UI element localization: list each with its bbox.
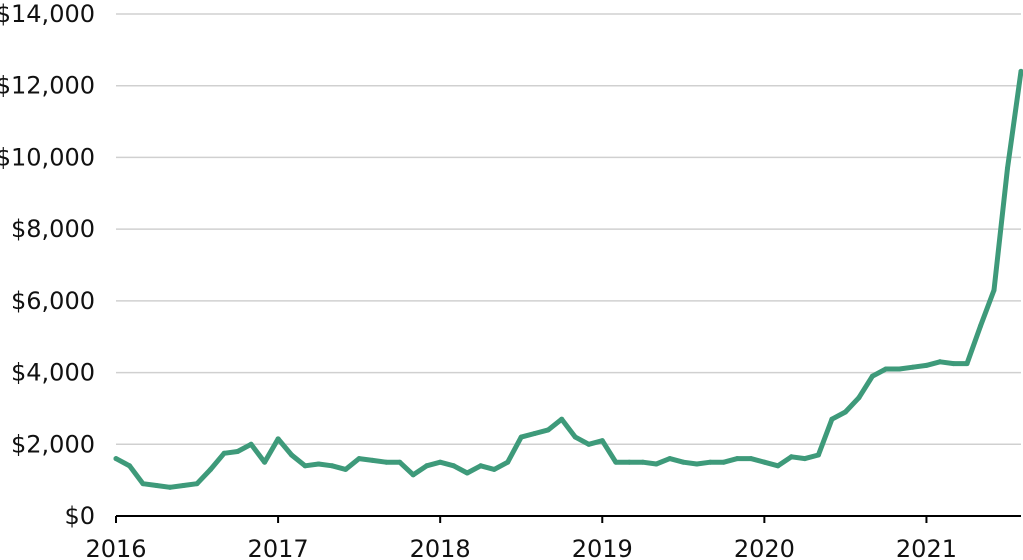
data-point: [343, 466, 349, 472]
data-point: [856, 395, 862, 401]
data-point: [370, 457, 376, 463]
y-tick-label: $6,000: [11, 287, 95, 315]
data-point: [883, 366, 889, 372]
data-point: [167, 484, 173, 490]
data-point: [775, 463, 781, 469]
data-point: [181, 483, 186, 488]
x-tick-label: 2021: [896, 535, 957, 560]
data-point: [464, 470, 470, 476]
data-point: [761, 459, 767, 465]
data-point: [626, 459, 632, 465]
data-point: [383, 459, 389, 465]
data-point: [437, 459, 443, 465]
data-point: [586, 441, 592, 447]
x-axis-ticks: 2016 2017 2018 2019 2020 2021: [85, 516, 957, 560]
data-point: [1005, 165, 1010, 171]
data-point: [397, 459, 403, 465]
data-point: [721, 459, 727, 465]
data-point: [802, 456, 808, 462]
data-point: [194, 481, 200, 487]
y-tick-label: $0: [64, 502, 95, 530]
data-point: [923, 362, 929, 368]
x-tick-label: 2016: [85, 535, 146, 560]
data-point: [1018, 68, 1023, 74]
data-point: [478, 463, 484, 469]
y-tick-label: $12,000: [0, 72, 95, 100]
data-point: [316, 461, 322, 467]
data-point: [275, 436, 281, 442]
data-point: [221, 450, 227, 456]
data-point: [613, 459, 619, 465]
data-point: [262, 459, 268, 465]
y-tick-label: $2,000: [11, 430, 95, 458]
data-point: [869, 373, 875, 379]
data-point: [154, 483, 159, 488]
data-point: [991, 287, 997, 293]
y-axis-tick-labels: $0 $2,000 $4,000 $6,000 $8,000 $10,000 $12,000…: [0, 0, 95, 530]
data-point: [667, 456, 673, 462]
data-point: [140, 481, 146, 487]
x-tick-label: 2018: [410, 535, 471, 560]
data-point: [599, 438, 605, 444]
data-point: [842, 409, 848, 415]
data-point: [127, 463, 132, 469]
data-point: [505, 459, 511, 465]
data-point: [302, 463, 308, 469]
data-point: [815, 452, 821, 458]
data-point: [653, 461, 659, 467]
data-point: [559, 416, 565, 422]
data-point: [451, 463, 457, 469]
y-tick-label: $8,000: [11, 215, 95, 243]
data-point: [937, 359, 943, 365]
x-tick-label: 2017: [248, 535, 309, 560]
data-point: [734, 456, 740, 462]
data-point: [208, 466, 214, 472]
data-point: [410, 472, 416, 478]
series-line-0: [113, 68, 1023, 490]
data-point: [113, 456, 119, 462]
data-point: [964, 361, 970, 367]
x-tick-label: 2019: [572, 535, 633, 560]
data-point: [951, 361, 956, 367]
data-point: [545, 427, 551, 433]
data-point: [424, 463, 430, 469]
data-point: [329, 463, 335, 469]
data-point: [896, 366, 902, 372]
y-tick-label: $14,000: [0, 0, 95, 28]
data-point: [248, 441, 254, 447]
data-point: [707, 459, 713, 465]
data-point: [910, 364, 916, 370]
data-point: [694, 461, 700, 467]
data-point: [491, 466, 497, 472]
data-point: [640, 459, 646, 465]
data-point: [235, 449, 241, 454]
data-point: [518, 434, 524, 440]
data-point: [356, 456, 362, 462]
gridlines: [116, 13, 1021, 446]
data-point: [289, 452, 295, 458]
x-tick-label: 2020: [734, 535, 795, 560]
y-tick-label: $10,000: [0, 143, 95, 171]
data-point: [748, 456, 754, 462]
series-layer: [113, 68, 1023, 490]
data-point: [788, 454, 794, 460]
data-point: [829, 416, 835, 422]
data-point: [680, 459, 686, 465]
y-tick-label: $4,000: [11, 359, 95, 387]
data-point: [532, 431, 538, 436]
data-point: [978, 323, 983, 329]
data-point: [572, 434, 578, 440]
